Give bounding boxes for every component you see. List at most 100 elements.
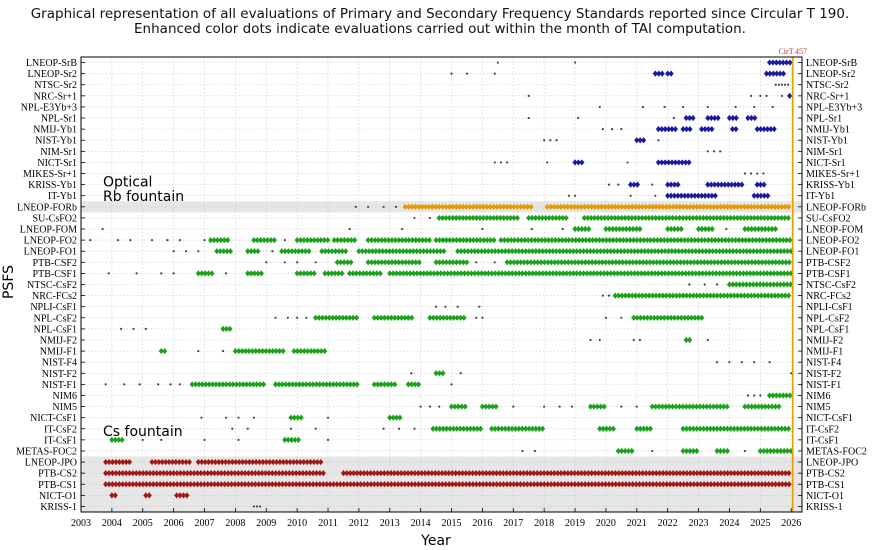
evaluation-dot: [765, 470, 772, 477]
evaluation-dot: [449, 470, 455, 477]
evaluation-dot: [329, 270, 335, 277]
row-label-right: NICT-O1: [806, 491, 844, 502]
reported-dot: [138, 383, 141, 386]
reported-dot: [617, 183, 620, 186]
evaluation-dot: [123, 470, 129, 477]
evaluation-dot: [761, 126, 767, 133]
evaluation-dot: [744, 270, 750, 277]
evaluation-dot: [680, 447, 686, 455]
evaluation-dot: [433, 203, 439, 210]
reported-dot: [237, 416, 240, 419]
chart-subtitle: Enhanced color dots indicate evaluations…: [134, 21, 746, 37]
evaluation-dot: [326, 248, 332, 255]
evaluation-dot: [677, 259, 684, 266]
evaluation-dot: [613, 225, 619, 233]
evaluation-dot: [519, 248, 525, 255]
evaluation-dot: [676, 214, 683, 222]
evaluation-dot: [758, 192, 764, 199]
evaluation-dot: [598, 403, 604, 410]
evaluation-dot: [669, 159, 675, 166]
evaluation-dot: [677, 203, 683, 210]
evaluation-dot: [523, 270, 529, 277]
evaluation-dot: [514, 203, 521, 210]
evaluation-dot: [511, 259, 517, 266]
evaluation-dot: [772, 481, 779, 488]
evaluation-dot: [538, 481, 544, 488]
evaluation-dot: [339, 248, 345, 255]
row-label-left: NTSC-CsF2: [27, 280, 77, 291]
evaluation-dot: [589, 481, 595, 488]
evaluation-dot: [262, 470, 269, 477]
reported-dot: [703, 283, 706, 286]
evaluation-dot: [531, 470, 537, 477]
evaluation-dot: [711, 203, 717, 210]
evaluation-dot: [348, 237, 354, 244]
evaluation-dot: [282, 248, 288, 255]
evaluation-dot: [227, 325, 233, 332]
evaluation-dot: [318, 237, 324, 244]
evaluation-dot: [373, 248, 379, 255]
series-NIM-Sr1: [706, 150, 722, 153]
evaluation-dot: [160, 470, 167, 477]
evaluation-dot: [639, 203, 646, 210]
evaluation-dot: [665, 225, 671, 233]
evaluation-dot: [602, 203, 608, 210]
evaluation-dot: [444, 270, 451, 277]
evaluation-dot: [539, 214, 545, 222]
evaluation-dot: [427, 248, 433, 255]
evaluation-dot: [510, 470, 517, 477]
reported-dot: [759, 94, 762, 97]
evaluation-dot: [587, 270, 593, 277]
evaluation-dot: [438, 270, 444, 277]
evaluation-dot: [738, 214, 744, 222]
series-NIST-F4: [715, 361, 771, 364]
evaluation-dot: [171, 481, 177, 488]
row-label-left: NTSC-Sr2: [34, 80, 77, 91]
evaluation-dot: [235, 481, 241, 488]
reported-dot: [123, 383, 126, 386]
evaluation-dot: [539, 237, 545, 244]
evaluation-dot: [761, 248, 767, 255]
evaluation-dot: [707, 292, 713, 299]
evaluation-dot: [606, 225, 612, 233]
evaluation-dot: [177, 481, 184, 488]
reported-dot: [780, 83, 784, 86]
evaluation-dot: [314, 237, 321, 244]
evaluation-dot: [591, 403, 597, 410]
evaluation-dot: [392, 259, 398, 266]
evaluation-dot: [687, 214, 693, 222]
evaluation-dot: [648, 314, 654, 321]
evaluation-dot: [243, 458, 249, 466]
evaluation-dot: [518, 203, 524, 210]
reported-dot: [765, 94, 768, 97]
evaluation-dot: [258, 237, 264, 244]
reported-dot: [740, 361, 743, 364]
evaluation-dot: [684, 259, 690, 266]
evaluation-dot: [699, 314, 705, 321]
evaluation-dot: [629, 203, 635, 210]
evaluation-dot: [613, 259, 619, 266]
evaluation-dot: [714, 203, 720, 210]
evaluation-dot: [487, 214, 493, 222]
evaluation-dot: [375, 481, 381, 488]
evaluation-dot: [338, 259, 344, 266]
evaluation-dot: [495, 425, 502, 432]
reported-dot: [629, 194, 632, 197]
evaluation-dot: [467, 237, 473, 244]
evaluation-dot: [340, 381, 347, 388]
evaluation-dot: [665, 70, 671, 77]
evaluation-dot: [483, 403, 489, 410]
evaluation-dot: [696, 270, 702, 277]
evaluation-dot: [581, 214, 587, 222]
evaluation-dot: [754, 181, 760, 188]
evaluation-dot: [109, 492, 115, 499]
evaluation-dot: [405, 470, 411, 477]
reported-dot: [546, 161, 549, 164]
evaluation-dot: [616, 481, 622, 488]
evaluation-dot: [627, 225, 633, 233]
evaluation-dot: [501, 214, 507, 222]
evaluation-dot: [707, 403, 713, 410]
evaluation-dot: [678, 225, 684, 233]
evaluation-dot: [576, 237, 582, 244]
evaluation-dot: [672, 248, 678, 255]
